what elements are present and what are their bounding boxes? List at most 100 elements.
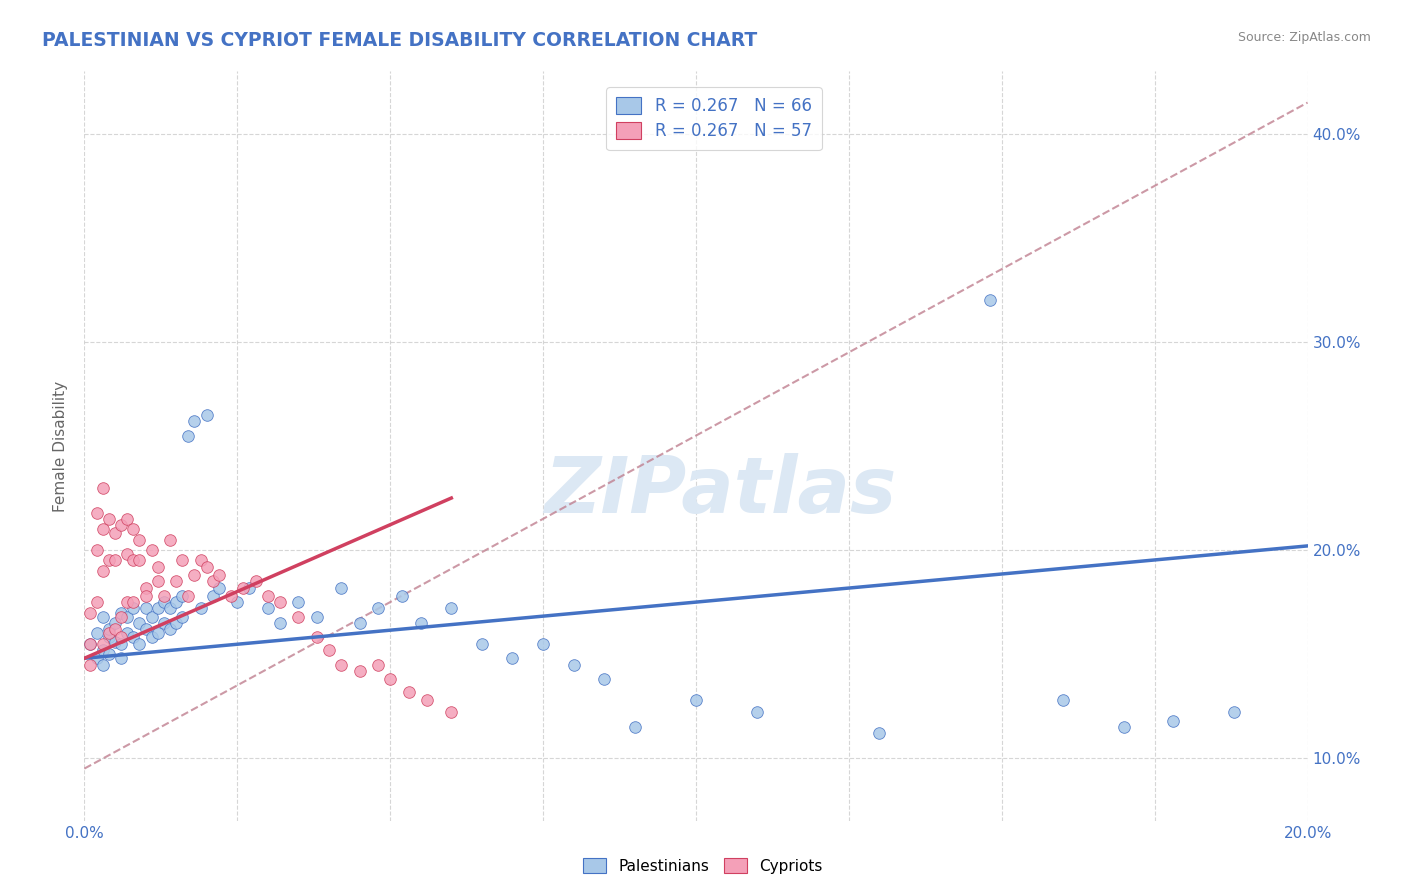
- Point: [269, 615, 291, 630]
- Point: [1161, 714, 1184, 728]
- Point: [153, 595, 176, 609]
- Point: [104, 553, 127, 567]
- Text: ZIPatlas: ZIPatlas: [544, 453, 897, 529]
- Point: [226, 595, 249, 609]
- Point: [146, 574, 169, 589]
- Text: PALESTINIAN VS CYPRIOT FEMALE DISABILITY CORRELATION CHART: PALESTINIAN VS CYPRIOT FEMALE DISABILITY…: [42, 31, 758, 50]
- Point: [165, 615, 187, 630]
- Point: [257, 601, 280, 615]
- Point: [593, 672, 616, 686]
- Point: [747, 706, 769, 720]
- Point: [122, 601, 145, 615]
- Point: [110, 651, 132, 665]
- Point: [416, 693, 439, 707]
- Point: [122, 631, 145, 645]
- Legend: R = 0.267   N = 66, R = 0.267   N = 57: R = 0.267 N = 66, R = 0.267 N = 57: [606, 87, 821, 150]
- Point: [122, 553, 145, 567]
- Point: [104, 634, 127, 648]
- Point: [195, 559, 218, 574]
- Y-axis label: Female Disability: Female Disability: [53, 380, 69, 512]
- Point: [115, 609, 138, 624]
- Point: [531, 637, 554, 651]
- Point: [305, 609, 328, 624]
- Point: [135, 601, 157, 615]
- Point: [440, 601, 463, 615]
- Point: [91, 481, 114, 495]
- Point: [97, 631, 120, 645]
- Point: [115, 595, 138, 609]
- Point: [257, 589, 280, 603]
- Point: [146, 626, 169, 640]
- Point: [195, 408, 218, 422]
- Point: [305, 631, 328, 645]
- Point: [159, 622, 181, 636]
- Point: [79, 637, 101, 651]
- Point: [349, 615, 371, 630]
- Point: [153, 615, 176, 630]
- Point: [115, 626, 138, 640]
- Point: [110, 609, 132, 624]
- Point: [159, 601, 181, 615]
- Point: [245, 574, 267, 589]
- Point: [190, 553, 212, 567]
- Point: [115, 547, 138, 561]
- Point: [409, 615, 432, 630]
- Point: [110, 518, 132, 533]
- Text: Source: ZipAtlas.com: Source: ZipAtlas.com: [1237, 31, 1371, 45]
- Point: [562, 657, 585, 672]
- Point: [165, 574, 187, 589]
- Point: [398, 684, 420, 698]
- Point: [380, 672, 402, 686]
- Point: [190, 601, 212, 615]
- Legend: Palestinians, Cypriots: Palestinians, Cypriots: [576, 852, 830, 880]
- Point: [128, 637, 150, 651]
- Point: [349, 664, 371, 678]
- Point: [91, 657, 114, 672]
- Point: [159, 533, 181, 547]
- Point: [79, 637, 101, 651]
- Point: [201, 574, 224, 589]
- Point: [141, 609, 163, 624]
- Point: [115, 512, 138, 526]
- Point: [624, 720, 647, 734]
- Point: [330, 657, 353, 672]
- Point: [979, 293, 1001, 308]
- Point: [91, 522, 114, 536]
- Point: [391, 589, 413, 603]
- Point: [97, 647, 120, 661]
- Point: [122, 595, 145, 609]
- Point: [128, 615, 150, 630]
- Point: [172, 553, 194, 567]
- Point: [86, 595, 108, 609]
- Point: [110, 631, 132, 645]
- Point: [269, 595, 291, 609]
- Point: [330, 581, 353, 595]
- Point: [172, 589, 194, 603]
- Point: [104, 526, 127, 541]
- Point: [1052, 693, 1074, 707]
- Point: [91, 564, 114, 578]
- Point: [110, 637, 132, 651]
- Point: [86, 626, 108, 640]
- Point: [367, 601, 389, 615]
- Point: [471, 637, 494, 651]
- Point: [122, 522, 145, 536]
- Point: [208, 568, 231, 582]
- Point: [318, 643, 340, 657]
- Point: [128, 553, 150, 567]
- Point: [287, 595, 309, 609]
- Point: [128, 533, 150, 547]
- Point: [177, 428, 200, 442]
- Point: [91, 637, 114, 651]
- Point: [183, 414, 205, 428]
- Point: [1114, 720, 1136, 734]
- Point: [183, 568, 205, 582]
- Point: [79, 657, 101, 672]
- Point: [146, 601, 169, 615]
- Point: [208, 581, 231, 595]
- Point: [502, 651, 524, 665]
- Point: [165, 595, 187, 609]
- Point: [91, 643, 114, 657]
- Point: [104, 622, 127, 636]
- Point: [153, 589, 176, 603]
